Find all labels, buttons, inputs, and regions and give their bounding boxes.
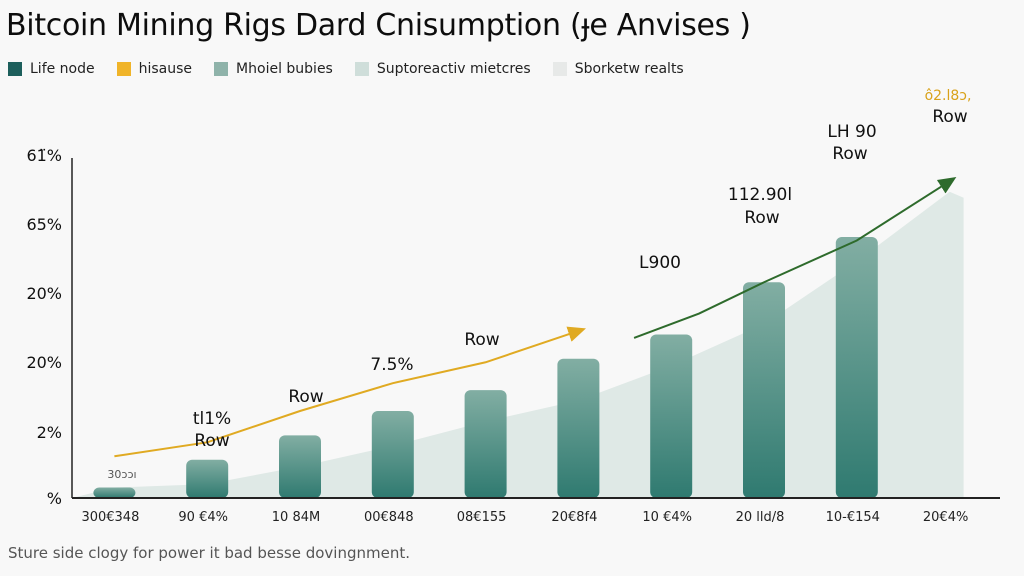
legend-item: hisause (116, 61, 193, 77)
legend-swatch (214, 62, 229, 76)
y-tick-label: 2% (37, 423, 62, 442)
legend-swatch (552, 62, 567, 76)
x-tick-label: 08€155 (457, 510, 507, 525)
bar (650, 334, 693, 498)
x-tick-label: 10 €4% (642, 510, 692, 525)
x-tick-label: 90 €4% (178, 510, 228, 525)
bar (371, 411, 414, 498)
x-tick-label: 20 lld/8 (736, 510, 785, 525)
data-label: 30ɔɔı (107, 468, 136, 481)
legend-swatch (354, 62, 369, 76)
line-series (114, 326, 586, 458)
x-tick-label: 20€4% (923, 510, 968, 525)
x-tick-label: 10 84M (272, 510, 320, 525)
legend-label: Mhoiel bubies (236, 61, 333, 77)
data-label: Row (932, 107, 967, 127)
y-tick-label: 65% (26, 215, 62, 234)
legend-swatch (8, 62, 22, 76)
bar (464, 390, 507, 498)
legend-swatch (116, 62, 131, 76)
data-label: Row (744, 208, 779, 228)
chart-title: Bitcoin Mining Rigs Dard Cnisumption (ɟe… (6, 8, 751, 43)
data-label: Row (194, 431, 229, 451)
data-label: tl1% (193, 409, 231, 429)
x-tick-label: 20€8f4 (551, 510, 597, 525)
legend-item: Life node (8, 61, 95, 77)
x-tick-label: 300€348 (81, 510, 139, 525)
bar (557, 358, 600, 498)
bar (743, 282, 785, 498)
data-label: Row (464, 330, 499, 350)
y-tick-label: 20% (26, 353, 62, 372)
y-tick-label: 20% (26, 284, 62, 303)
data-label: L900 (639, 253, 681, 273)
bar (835, 237, 878, 498)
x-tick-label: 10-€154 (826, 510, 880, 525)
data-label: 112.90l (728, 185, 792, 205)
legend-item: Sborketw realts (552, 61, 684, 77)
data-label: Row (288, 387, 323, 407)
line-series (633, 177, 957, 339)
legend-item: Mhoiel bubies (214, 61, 333, 77)
x-tick-label: 00€848 (364, 510, 414, 525)
legend-label: Sborketw realts (574, 61, 684, 77)
y-tick-label: % (47, 489, 62, 508)
area-series (72, 191, 964, 498)
data-label: ô2.l8ɔ, (925, 88, 972, 104)
y-tick-label: 61̈% (26, 146, 62, 165)
bar (186, 459, 229, 498)
legend-item: Suptoreactiv mietcres (354, 61, 531, 77)
legend-label: Suptoreactiv mietcres (376, 61, 531, 77)
legend: Life node hisause Mhoiel bubies Suptorea… (8, 61, 706, 77)
bar (93, 487, 136, 498)
chart-caption: Sture side clogy for power it bad besse … (8, 544, 410, 562)
legend-label: Life node (30, 61, 95, 77)
legend-label: hisause (138, 61, 193, 77)
data-label: 7.5% (370, 355, 413, 375)
data-label: Row (832, 144, 867, 164)
data-label: LH 90 (827, 122, 876, 142)
bar (279, 435, 321, 498)
